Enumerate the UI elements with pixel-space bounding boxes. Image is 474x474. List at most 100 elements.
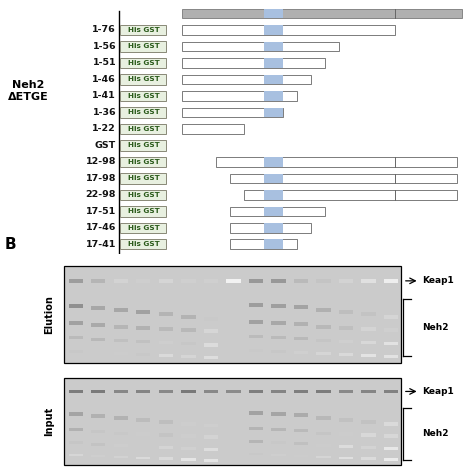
Text: 22-98: 22-98 [86,190,116,199]
Bar [204,343,218,346]
FancyBboxPatch shape [120,190,166,200]
Text: 1-46: 1-46 [92,75,116,84]
Bar [294,442,308,445]
Bar [316,325,331,329]
Bar [159,327,173,331]
Bar [384,434,398,438]
Bar [294,351,308,354]
Text: His GST: His GST [128,225,159,231]
Bar [361,457,375,460]
Bar [136,445,151,448]
Text: Keap1: Keap1 [422,276,454,285]
Bar [294,413,308,417]
Bar [204,279,218,283]
Bar [182,42,339,51]
Text: His GST: His GST [128,175,159,182]
Bar [361,327,375,331]
Bar [264,173,283,183]
Bar [181,355,195,358]
Bar [316,352,331,355]
Bar [264,190,283,200]
Bar [91,323,105,327]
Bar [204,459,218,462]
Bar [69,390,83,393]
Bar [316,308,331,312]
Bar [271,412,285,416]
Bar [204,435,218,438]
Bar [182,75,311,84]
Bar [294,337,308,340]
Bar [264,157,283,166]
Bar [114,339,128,342]
FancyBboxPatch shape [120,74,166,85]
Bar [271,454,285,456]
Bar [264,207,283,216]
Bar [91,351,105,354]
Bar [114,325,128,329]
Text: His GST: His GST [128,27,159,33]
Bar [264,239,283,249]
Text: His GST: His GST [128,93,159,99]
Bar [181,279,195,283]
Bar [361,420,375,424]
Bar [159,457,173,460]
Bar [182,91,297,100]
Bar [271,390,285,393]
Bar [69,304,83,308]
Bar [249,279,263,283]
Bar [264,25,283,35]
Bar [114,279,128,283]
FancyBboxPatch shape [120,124,166,134]
Bar [249,453,263,456]
Bar [264,108,283,117]
Bar [294,428,308,432]
Text: 1-56: 1-56 [92,42,116,51]
Bar [361,446,375,449]
FancyBboxPatch shape [120,206,166,217]
Bar [91,306,105,310]
Text: His GST: His GST [128,241,159,247]
Bar [64,266,401,363]
Bar [339,432,353,436]
Bar [361,433,375,437]
Bar [114,456,128,458]
Text: 1-76: 1-76 [92,26,116,35]
Text: His GST: His GST [128,208,159,214]
Bar [69,412,83,416]
Bar [182,124,244,134]
Text: 17-98: 17-98 [86,174,116,183]
Bar [136,390,151,393]
Bar [64,378,401,465]
Bar [339,353,353,356]
Bar [114,444,128,447]
Bar [339,279,353,283]
Bar [136,456,151,459]
Bar [361,312,375,317]
Bar [264,9,283,18]
Bar [181,434,195,438]
Bar [249,335,263,338]
FancyBboxPatch shape [120,91,166,101]
Bar [264,223,283,233]
Text: B: B [5,237,17,252]
Bar [294,279,308,283]
Text: His GST: His GST [128,126,159,132]
Text: GST: GST [95,141,116,150]
Text: Elution: Elution [45,295,55,334]
Bar [182,108,283,117]
FancyBboxPatch shape [120,239,166,249]
Bar [204,356,218,359]
Bar [339,340,353,343]
Bar [316,339,331,342]
Bar [264,42,283,51]
Bar [91,429,105,433]
Bar [249,411,263,415]
Bar [226,279,240,283]
Bar [204,424,218,428]
Bar [361,341,375,345]
Bar [361,354,375,357]
FancyBboxPatch shape [120,25,166,35]
Bar [181,328,195,332]
Bar [159,341,173,345]
Text: 1-51: 1-51 [92,58,116,67]
